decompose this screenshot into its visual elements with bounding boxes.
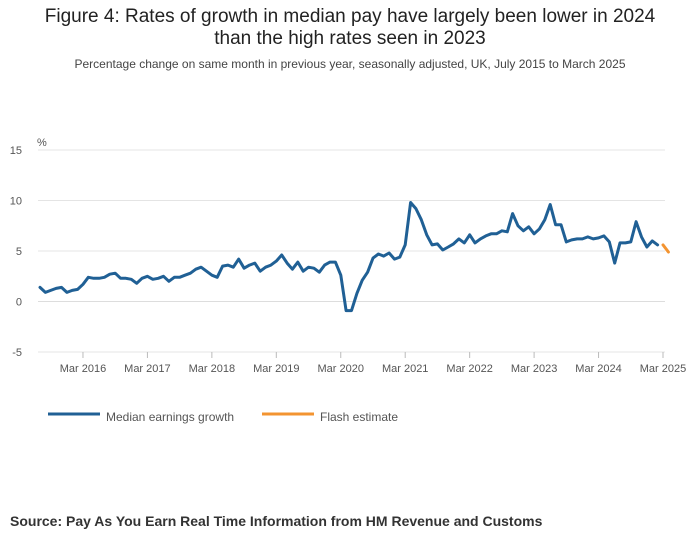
x-tick-label: Mar 2019 (253, 363, 299, 375)
x-tick-label: Mar 2018 (189, 363, 235, 375)
series-lines (38, 201, 670, 313)
median-earnings-growth-line (38, 201, 660, 313)
x-tick-label: Mar 2020 (318, 363, 364, 375)
y-tick-label: 5 (16, 246, 22, 258)
y-axis-label: % (37, 137, 47, 149)
x-axis: Mar 2016 Mar 2017 Mar 2018 Mar 2019 Mar 2020… (60, 352, 686, 375)
y-tick-label: 10 (10, 196, 22, 208)
y-tick-label: 0 (16, 297, 22, 309)
x-tick-label: Mar 2023 (511, 363, 557, 375)
x-tick-label: Mar 2022 (446, 363, 492, 375)
chart-title: Figure 4: Rates of growth in median pay … (0, 6, 700, 50)
legend-median-earnings-growth-label: Median earnings growth (106, 410, 234, 424)
y-tick-label: 15 (10, 145, 22, 157)
x-tick-label: Mar 2016 (60, 363, 106, 375)
y-tick-label: -5 (12, 347, 22, 359)
chart-subtitle: Percentage change on same month in previ… (74, 57, 626, 71)
legend: Median earnings growth Flash estimate (48, 410, 398, 424)
source-note: Source: Pay As You Earn Real Time Inform… (10, 513, 543, 529)
flash-estimate-line (661, 243, 670, 254)
x-tick-label: Mar 2024 (575, 363, 621, 375)
x-tick-label: Mar 2021 (382, 363, 428, 375)
x-tick-label: Mar 2025 (640, 363, 686, 375)
chart-title-line-1: Figure 4: Rates of growth in median pay … (44, 6, 656, 27)
legend-flash-estimate-label: Flash estimate (320, 410, 398, 424)
gridlines (38, 149, 665, 353)
x-tick-label: Mar 2017 (124, 363, 170, 375)
y-axis: 15 10 5 0 -5% (10, 137, 47, 359)
chart-title-line-2: than the high rates seen in 2023 (214, 28, 486, 49)
